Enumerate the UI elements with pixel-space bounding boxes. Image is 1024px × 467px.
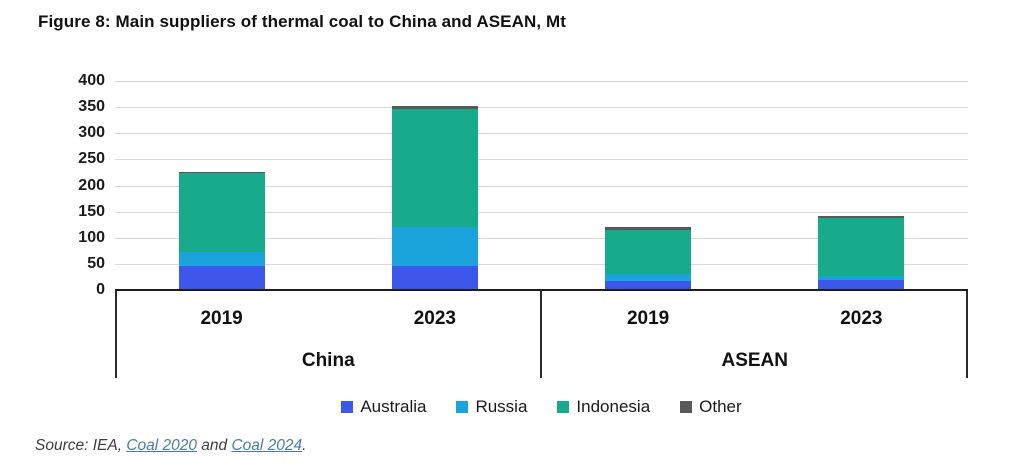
bar-segment-russia [605, 274, 692, 281]
y-axis-tick-label: 200 [78, 176, 105, 194]
bar-segment-indonesia [391, 108, 478, 227]
gridline [115, 263, 968, 265]
bar-segment-indonesia [818, 218, 905, 276]
legend-label: Indonesia [576, 397, 651, 416]
figure-title: Figure 8: Main suppliers of thermal coal… [38, 12, 567, 31]
bar-segment-indonesia [605, 229, 692, 275]
gridline [115, 211, 968, 213]
legend-swatch-icon [680, 401, 693, 413]
axis-box-left-border [115, 291, 117, 378]
stacked-bar-2023 [391, 106, 478, 290]
gridline [115, 81, 968, 82]
plot-area [115, 81, 968, 290]
y-axis-tick-label: 50 [87, 254, 105, 272]
x-axis-year-label: 2019 [200, 308, 243, 329]
legend-label: Australia [360, 397, 427, 416]
bar-segment-other [391, 106, 478, 109]
y-axis-tick-label: 400 [78, 72, 105, 89]
x-axis-year-label: 2023 [840, 308, 883, 329]
axis-box-group-divider [540, 291, 542, 378]
y-axis-tick-label: 100 [78, 228, 105, 246]
source-note: Source: IEA, Coal 2020 and Coal 2024. [35, 437, 306, 455]
source-text: Source: IEA, [35, 437, 127, 454]
y-axis-tick-label: 300 [78, 124, 105, 142]
bar-segment-australia [391, 265, 478, 290]
chart-legend: Australia Russia Indonesia Other [115, 397, 968, 417]
x-axis-group-label-china: China [301, 350, 355, 371]
legend-item-other: Other [680, 397, 742, 417]
axis-box-right-border [966, 291, 968, 378]
legend-label: Russia [475, 397, 528, 416]
source-link-coal-2024[interactable]: Coal 2024 [231, 437, 303, 454]
legend-swatch-icon [557, 401, 570, 413]
y-axis-tick-label: 0 [96, 281, 105, 298]
bar-segment-australia [818, 280, 905, 290]
source-text: and [197, 437, 232, 454]
legend-item-russia: Russia [456, 397, 527, 417]
y-axis-tick-labels: 0 50 100 150 200 250 300 350 400 [0, 72, 105, 298]
legend-label: Other [699, 397, 742, 416]
bar-segment-australia [178, 265, 265, 290]
bar-segment-other [178, 172, 265, 173]
gridline [115, 107, 968, 109]
gridline [115, 237, 968, 239]
y-axis-tick-label: 250 [78, 150, 105, 168]
x-axis-line [115, 289, 968, 291]
stacked-bar-2023 [818, 215, 905, 290]
x-axis-year-label: 2019 [626, 308, 670, 329]
bar-segment-other [605, 227, 692, 230]
x-axis-group-label-asean: ASEAN [721, 350, 788, 371]
bar-segment-russia [818, 275, 905, 281]
x-axis-year-label: 2023 [413, 308, 457, 329]
source-link-coal-2020[interactable]: Coal 2020 [126, 437, 197, 454]
bar-segment-other [818, 215, 905, 219]
stacked-bar-2019 [605, 227, 692, 290]
bar-segment-russia [178, 252, 265, 266]
bar-segment-indonesia [178, 172, 265, 253]
stacked-bar-2019 [178, 172, 265, 290]
gridline [115, 133, 968, 135]
legend-item-indonesia: Indonesia [557, 397, 650, 417]
y-axis-tick-label: 350 [78, 98, 105, 116]
gridline [115, 185, 968, 187]
y-axis-tick-label: 150 [78, 202, 105, 220]
bar-segment-australia [605, 280, 692, 290]
bar-segment-russia [391, 226, 478, 266]
legend-item-australia: Australia [341, 397, 426, 417]
gridline [115, 159, 968, 161]
legend-swatch-icon [456, 401, 469, 413]
legend-swatch-icon [341, 401, 354, 413]
source-text: . [302, 437, 307, 454]
